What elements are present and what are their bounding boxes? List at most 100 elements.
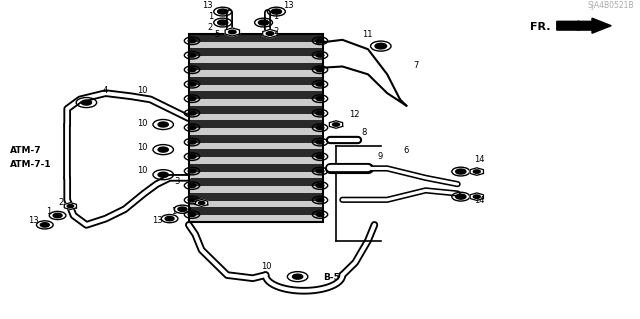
Circle shape bbox=[188, 53, 196, 57]
Text: 2: 2 bbox=[208, 23, 213, 33]
Circle shape bbox=[188, 126, 196, 130]
Circle shape bbox=[188, 82, 196, 86]
Bar bbox=[189, 56, 323, 63]
Circle shape bbox=[198, 201, 205, 204]
Circle shape bbox=[271, 9, 282, 14]
Text: 13: 13 bbox=[152, 216, 163, 225]
Bar bbox=[189, 135, 323, 143]
Text: 12: 12 bbox=[349, 110, 359, 119]
Bar bbox=[189, 207, 323, 215]
Circle shape bbox=[456, 169, 466, 174]
Text: 11: 11 bbox=[362, 30, 372, 39]
Text: 2: 2 bbox=[59, 197, 64, 206]
Bar bbox=[189, 186, 323, 193]
Bar bbox=[189, 178, 323, 186]
Bar bbox=[189, 100, 323, 106]
Text: 13: 13 bbox=[28, 216, 38, 225]
Bar bbox=[189, 92, 323, 100]
Circle shape bbox=[316, 111, 324, 115]
Circle shape bbox=[316, 53, 324, 57]
FancyArrow shape bbox=[557, 18, 611, 33]
Text: 1: 1 bbox=[46, 207, 51, 216]
Circle shape bbox=[188, 184, 196, 188]
Circle shape bbox=[228, 30, 236, 34]
Text: 5: 5 bbox=[214, 30, 220, 39]
Circle shape bbox=[316, 82, 324, 86]
Bar bbox=[189, 33, 323, 41]
Circle shape bbox=[188, 213, 196, 216]
Bar bbox=[189, 120, 323, 128]
Text: 2: 2 bbox=[273, 26, 278, 35]
Circle shape bbox=[316, 198, 324, 202]
Circle shape bbox=[188, 155, 196, 159]
Circle shape bbox=[218, 9, 228, 14]
Circle shape bbox=[375, 43, 387, 49]
Bar bbox=[189, 164, 323, 172]
Circle shape bbox=[474, 195, 480, 198]
Bar bbox=[189, 193, 323, 201]
Bar bbox=[189, 215, 323, 222]
Text: 2: 2 bbox=[192, 197, 197, 206]
Text: 10: 10 bbox=[262, 262, 272, 271]
Polygon shape bbox=[470, 193, 483, 200]
Polygon shape bbox=[64, 203, 77, 210]
Bar bbox=[189, 41, 323, 48]
Text: 10: 10 bbox=[137, 86, 147, 95]
Circle shape bbox=[316, 169, 324, 173]
Bar bbox=[189, 157, 323, 164]
Bar bbox=[189, 48, 323, 56]
Circle shape bbox=[292, 274, 303, 279]
Bar bbox=[189, 172, 323, 178]
Circle shape bbox=[158, 172, 168, 177]
Text: 1: 1 bbox=[171, 207, 176, 216]
Polygon shape bbox=[195, 199, 208, 206]
Polygon shape bbox=[330, 121, 342, 128]
Circle shape bbox=[67, 204, 74, 208]
Bar bbox=[189, 33, 323, 222]
Text: 10: 10 bbox=[137, 119, 147, 128]
Circle shape bbox=[53, 213, 62, 218]
Bar bbox=[189, 201, 323, 207]
Bar bbox=[189, 85, 323, 92]
Text: 14: 14 bbox=[474, 155, 484, 164]
Bar bbox=[189, 114, 323, 120]
Text: 4: 4 bbox=[103, 86, 108, 95]
Bar bbox=[189, 128, 323, 135]
Circle shape bbox=[316, 140, 324, 144]
Text: 6: 6 bbox=[403, 146, 408, 155]
Text: 14: 14 bbox=[474, 196, 484, 205]
Text: SJA4B0521B: SJA4B0521B bbox=[587, 1, 634, 10]
Text: 13: 13 bbox=[202, 2, 213, 11]
Circle shape bbox=[81, 100, 92, 105]
Bar bbox=[189, 149, 323, 157]
Text: ATM-7: ATM-7 bbox=[10, 146, 41, 155]
Circle shape bbox=[158, 122, 168, 127]
Circle shape bbox=[188, 97, 196, 100]
Circle shape bbox=[218, 20, 228, 25]
Polygon shape bbox=[225, 28, 239, 36]
Text: 1: 1 bbox=[273, 12, 278, 21]
Text: 7: 7 bbox=[413, 61, 418, 70]
Circle shape bbox=[188, 169, 196, 173]
Circle shape bbox=[316, 97, 324, 100]
Circle shape bbox=[188, 198, 196, 202]
Circle shape bbox=[259, 20, 269, 25]
Text: 9: 9 bbox=[378, 152, 383, 161]
Circle shape bbox=[316, 184, 324, 188]
Text: ATM-7-1: ATM-7-1 bbox=[10, 160, 51, 169]
Circle shape bbox=[316, 68, 324, 72]
Bar bbox=[189, 70, 323, 77]
Circle shape bbox=[188, 68, 196, 72]
Circle shape bbox=[158, 147, 168, 152]
Circle shape bbox=[316, 39, 324, 43]
Circle shape bbox=[474, 170, 480, 173]
Text: 3: 3 bbox=[174, 177, 179, 186]
Circle shape bbox=[40, 223, 49, 227]
Circle shape bbox=[333, 123, 339, 126]
Text: FR.: FR. bbox=[530, 22, 550, 32]
Bar bbox=[189, 63, 323, 70]
Circle shape bbox=[316, 155, 324, 159]
Bar bbox=[189, 77, 323, 85]
Text: 10: 10 bbox=[137, 143, 147, 152]
Polygon shape bbox=[263, 29, 277, 38]
